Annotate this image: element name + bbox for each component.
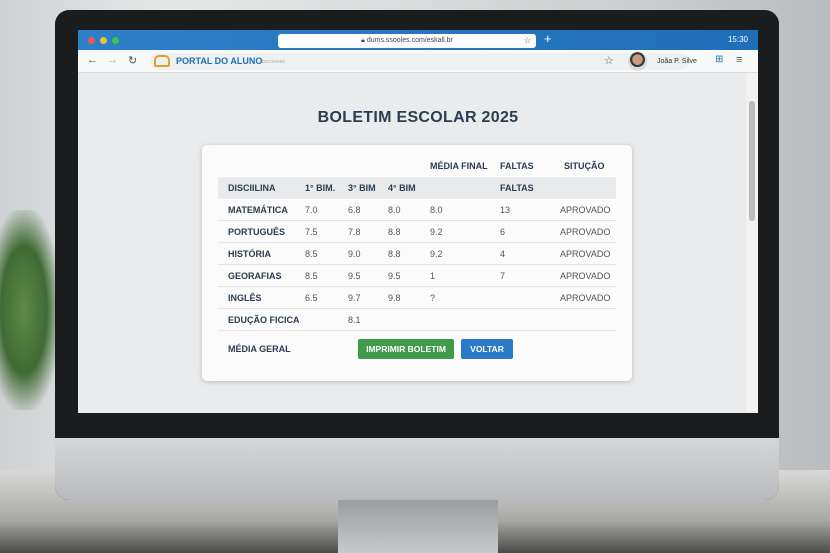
monitor-chin xyxy=(55,438,779,500)
grade-cell: 8.5 xyxy=(305,271,318,281)
row-divider xyxy=(218,330,616,331)
report-card: IMPRIMIR BOLETIM VOLTAR MÉDIA GERAL MÉDI… xyxy=(202,145,632,381)
grade-cell: 8.1 xyxy=(348,315,361,325)
grade-cell: 13 xyxy=(500,205,511,215)
subject-name: EDUÇÃO FICICA xyxy=(228,315,300,325)
grade-cell: 8.0 xyxy=(430,205,443,215)
grade-cell: APROVADO xyxy=(560,249,611,259)
grade-cell: 8.5 xyxy=(305,249,318,259)
monitor-stand xyxy=(338,500,498,553)
column-header: 3° BIM xyxy=(348,183,376,193)
grade-cell: APROVADO xyxy=(560,271,611,281)
row-divider xyxy=(218,220,616,221)
site-subtitle: bcrceeses xyxy=(262,59,285,65)
scrollbar[interactable] xyxy=(746,73,758,413)
background-plant xyxy=(0,210,60,410)
minimize-window-button[interactable] xyxy=(100,37,107,44)
scrollbar-thumb[interactable] xyxy=(749,101,755,221)
subject-name: MATEMÁTICA xyxy=(228,205,288,215)
avatar[interactable] xyxy=(628,52,647,71)
grade-cell: 7 xyxy=(500,271,506,281)
grade-cell: 6.5 xyxy=(305,293,318,303)
table-header-row xyxy=(218,177,616,199)
browser-window: 🔒︎ dums.ssooles.com/eskall.br ☆ + 15:30 ←… xyxy=(78,30,758,413)
row-divider xyxy=(218,286,616,287)
reload-icon[interactable]: ↻ xyxy=(128,55,138,67)
subject-name: PORTUGUÊS xyxy=(228,227,286,237)
print-report-button[interactable]: IMPRIMIR BOLETIM xyxy=(358,339,454,359)
subject-name: HISTÓRIA xyxy=(228,249,272,259)
back-icon[interactable]: ← xyxy=(87,54,98,66)
grade-cell: 4 xyxy=(500,249,506,259)
forward-icon[interactable]: → xyxy=(107,54,118,66)
column-header: FALTAS xyxy=(500,183,534,193)
page-content: BOLETIM ESCOLAR 2025 IMPRIMIR BOLETIM VO… xyxy=(78,73,746,413)
column-header: 1° BIM. xyxy=(305,183,336,193)
grade-cell: ? xyxy=(430,293,436,303)
grade-cell: 9.0 xyxy=(348,249,361,259)
clock: 15:30 xyxy=(727,35,748,44)
column-top-header: SITUÇÃO xyxy=(564,161,605,171)
grade-cell: APROVADO xyxy=(560,205,611,215)
column-header: DISCIILINA xyxy=(228,183,276,193)
grade-cell: 9.8 xyxy=(388,293,401,303)
row-divider xyxy=(218,264,616,265)
grade-cell: 7.5 xyxy=(305,227,318,237)
lock-icon: 🔒︎ xyxy=(361,37,367,44)
subject-name: INGLÊS xyxy=(228,293,262,303)
grade-cell: 6 xyxy=(500,227,506,237)
page-title: BOLETIM ESCOLAR 2025 xyxy=(317,109,519,126)
maximize-window-button[interactable] xyxy=(112,37,119,44)
close-window-button[interactable] xyxy=(88,37,95,44)
grade-cell: 9.2 xyxy=(430,249,443,259)
user-name[interactable]: Joãa P. Silve xyxy=(657,58,697,65)
column-top-header: MÉDIA FINAL xyxy=(430,161,488,171)
star-icon[interactable]: ☆ xyxy=(604,55,614,67)
back-button[interactable]: VOLTAR xyxy=(461,339,513,359)
grade-cell: 7.0 xyxy=(305,205,318,215)
row-divider xyxy=(218,308,616,309)
extension-icon[interactable]: ⊞ xyxy=(715,54,724,65)
column-top-header: FALTAS xyxy=(500,161,534,171)
grade-cell: APROVADO xyxy=(560,293,611,303)
grade-cell: 8.8 xyxy=(388,249,401,259)
toolbar: ← → ↻ PORTAL DO ALUNO bcrceeses ☆ Joãa P… xyxy=(78,50,758,73)
row-divider xyxy=(218,242,616,243)
overall-average-label: MÉDIA GERAL xyxy=(228,344,291,354)
column-header: 4° BIM xyxy=(388,183,416,193)
grade-cell: 9.5 xyxy=(348,271,361,281)
grade-cell: 8.8 xyxy=(388,227,401,237)
grade-cell: 6.8 xyxy=(348,205,361,215)
grade-cell: APROVADO xyxy=(560,227,611,237)
site-brand[interactable]: PORTAL DO ALUNO xyxy=(176,56,263,66)
grade-cell: 1 xyxy=(430,271,436,281)
new-tab-button[interactable]: + xyxy=(544,31,552,46)
grade-cell: 9.7 xyxy=(348,293,361,303)
menu-icon[interactable]: ≡ xyxy=(736,54,743,66)
book-logo-icon xyxy=(154,55,170,67)
subject-name: GEORAFIAS xyxy=(228,271,282,281)
url-bar[interactable]: 🔒︎ dums.ssooles.com/eskall.br ☆ xyxy=(278,34,536,48)
bookmark-icon[interactable]: ☆ xyxy=(523,36,531,45)
url-text: dums.ssooles.com/eskall.br xyxy=(366,37,453,44)
grade-cell: 8.0 xyxy=(388,205,401,215)
tab-bar: 🔒︎ dums.ssooles.com/eskall.br ☆ + 15:30 xyxy=(78,30,758,50)
grade-cell: 7.8 xyxy=(348,227,361,237)
grade-cell: 9.5 xyxy=(388,271,401,281)
address-field[interactable] xyxy=(150,53,690,70)
grade-cell: 9.2 xyxy=(430,227,443,237)
